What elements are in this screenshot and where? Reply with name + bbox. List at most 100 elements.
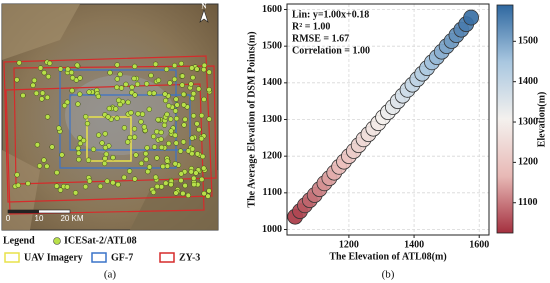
track-point [161,122,168,128]
track-point [49,144,55,150]
track-point [164,158,170,164]
map-legend: Legend ICESat-2/ATL08 UAV Imagery GF-7 Z… [3,235,200,280]
track-point [16,60,22,66]
track-point [99,140,105,146]
colorbar-tick-label: 1500 [518,36,538,47]
track-point [201,165,207,171]
legend-entry: GF-7 [111,252,133,263]
track-point [30,82,36,88]
x-tick-label: 1400 [404,239,424,250]
track-point [102,144,109,151]
track-point [77,91,83,97]
track-point [54,169,60,176]
track-point [84,120,91,127]
track-point [148,72,154,79]
track-point [47,60,53,66]
track-point [185,192,191,199]
track-point [205,193,211,199]
track-point [59,152,65,158]
track-point [173,140,179,146]
track-point [178,177,184,184]
track-point [141,124,147,130]
track-point [153,174,159,180]
track-point [144,145,150,151]
track-point [114,84,120,90]
track-point [199,176,205,183]
track-point [118,85,125,91]
track-point [173,96,179,102]
track-point [128,110,134,116]
track-point [154,129,160,135]
track-point [57,66,64,72]
track-point [133,152,139,158]
legend-entry: UAV Imagery [24,252,83,263]
track-point [178,60,184,67]
track-point [45,73,52,80]
track-point [37,65,44,71]
track-point [206,69,212,75]
track-point [80,137,87,144]
track-point [54,183,60,189]
colorbar-tick-label: 1400 [518,76,538,87]
track-point [143,156,149,163]
track-point [194,121,200,127]
track-point [86,89,92,95]
track-point [117,101,123,108]
annotation: R² = 1.00 [292,21,330,32]
scale-label: 20 KM [60,214,83,223]
track-point [15,182,21,188]
track-point [171,62,178,69]
track-point [194,151,201,157]
track-point [146,106,152,112]
track-point [14,77,20,83]
track-point [206,116,212,122]
track-point [117,71,123,77]
track-point [167,80,173,86]
track-point [196,86,202,92]
track-point [191,181,197,188]
track-point [180,190,186,197]
track-point [110,154,116,161]
track-point [160,163,166,170]
track-point [182,182,188,189]
legend-entry: ZY-3 [179,252,200,263]
track-point [200,153,206,160]
track-point [69,87,75,94]
track-point [172,108,179,114]
annotation: Correlation = 1.00 [292,45,370,56]
track-point [44,114,51,120]
track-point [173,190,179,196]
track-point [86,178,93,184]
track-point [61,102,68,109]
track-point [76,150,82,156]
track-point [201,66,207,73]
colorbar [496,4,514,234]
track-point [125,99,131,105]
track-point [41,157,47,163]
track-point [162,97,169,104]
track-point [104,178,110,184]
track-point [166,140,172,147]
track-point [114,62,120,68]
plot-frame [286,3,490,236]
track-point [107,70,113,76]
track-point [181,122,187,128]
track-point [173,115,180,122]
track-point [179,82,185,88]
track-point [34,142,41,148]
track-point [114,76,120,82]
track-point [75,145,81,152]
x-tick-label: 1600 [469,239,489,250]
track-point [163,66,170,72]
track-point [132,92,138,98]
track-point [65,66,71,72]
track-point [144,81,150,87]
track-point [168,181,174,188]
track-point [194,66,200,72]
track-point [76,156,82,163]
track-point [114,115,120,121]
track-point [131,126,138,132]
track-point [115,181,121,188]
y-tick-label: 1600 [262,4,282,15]
track-point [102,155,108,162]
